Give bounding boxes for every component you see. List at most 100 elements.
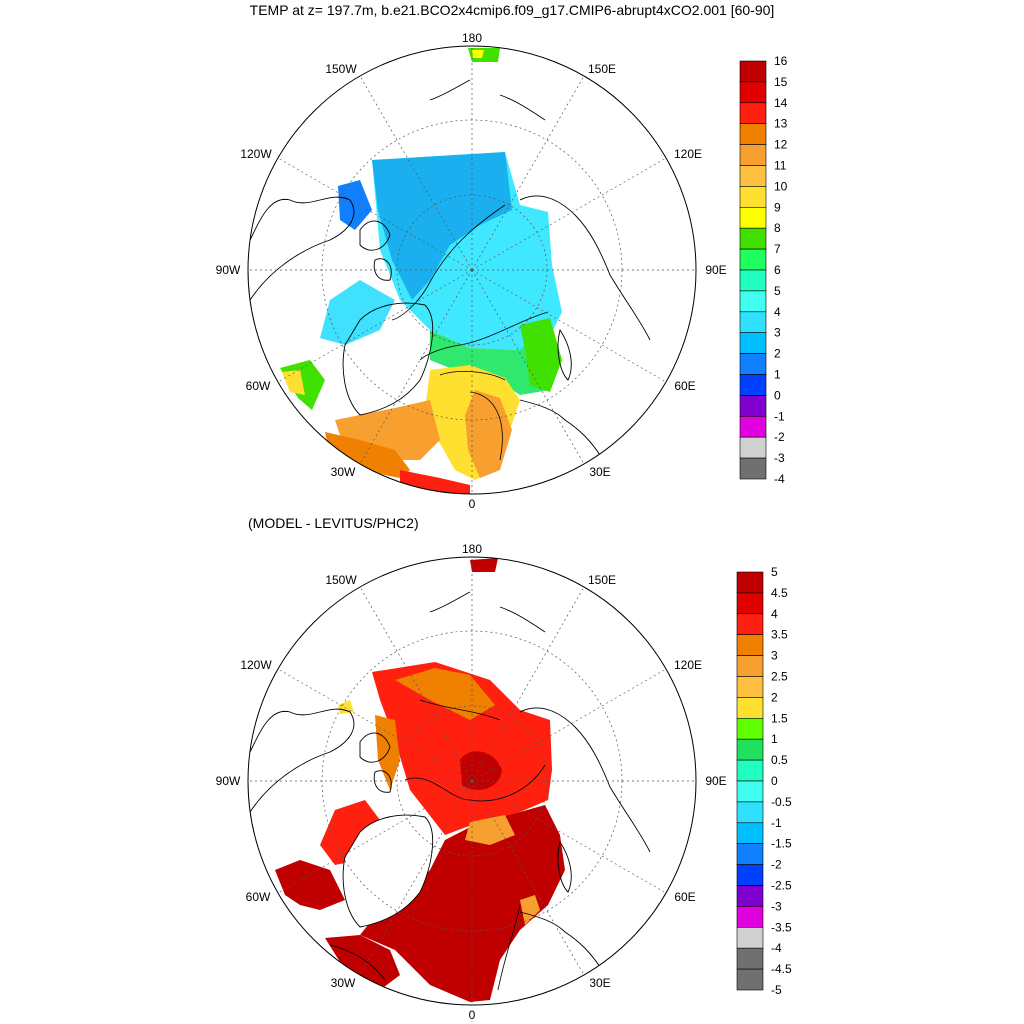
bottom-coast-north-america: [249, 708, 355, 813]
top-colorbar-tick-label: 5: [774, 284, 781, 298]
top-colorbar-swatch: [739, 374, 767, 396]
bottom-colorbar-tick-label: -1: [771, 816, 782, 830]
bottom-colorbar-swatch: [736, 759, 764, 782]
top-colorbar-swatch: [739, 123, 767, 145]
bottom-graticule: [248, 557, 696, 1005]
bottom-colorbar-swatch: [736, 885, 764, 907]
top-lon-120e: 120E: [674, 147, 702, 161]
bottom-lon-90w: 90W: [216, 774, 241, 788]
bottom-panel-subtitle: (MODEL - LEVITUS/PHC2): [248, 515, 419, 531]
top-contour-2: [419, 311, 549, 361]
bottom-coast-novaya: [557, 840, 572, 893]
top-lon-150w: 150W: [325, 62, 357, 76]
bottom-colorbar-swatch: [736, 613, 764, 635]
bottom-colorbar-tick-label: 1: [771, 732, 778, 746]
bottom-field-iceland-contours: [329, 944, 386, 981]
top-temperature-field: [280, 48, 562, 494]
top-lon-150e: 150E: [588, 62, 616, 76]
top-longitude-labels: 180 150E 120E 90E 60E 30E 0 30W 60W 90W …: [216, 31, 727, 511]
top-field-labrador-core: [282, 370, 305, 395]
top-colorbar-swatch: [739, 353, 767, 375]
bottom-colorbar-swatch: [736, 926, 764, 949]
top-colorbar-swatch: [739, 415, 767, 438]
top-lon-90w: 90W: [216, 263, 241, 277]
bottom-colorbar-tick-label: -0.5: [771, 795, 792, 809]
top-contour-3: [439, 371, 506, 381]
bottom-lon-180: 180: [462, 542, 482, 556]
bottom-field-basin: [372, 662, 552, 835]
top-coast-north-america: [249, 196, 355, 301]
bottom-colorbar-swatch: [736, 592, 764, 615]
top-field-barents-band: [430, 322, 560, 395]
bottom-colorbar-swatch: [736, 864, 764, 886]
bottom-colorbar-swatch: [736, 676, 764, 698]
top-graticule: [248, 46, 696, 494]
top-field-baffin: [320, 280, 395, 345]
bottom-field-scandi-edge: [520, 895, 540, 925]
top-colorbar-swatch: [739, 457, 767, 480]
bottom-lon-120e: 120E: [674, 658, 702, 672]
top-colorbar-tick-label: 4: [774, 305, 781, 319]
top-lon-0: 0: [469, 497, 476, 511]
bottom-colorbar-tick-label: 1.5: [771, 711, 788, 725]
bottom-lon-60w: 60W: [246, 890, 271, 904]
top-colorbar-tick-label: 11: [774, 159, 787, 173]
bottom-lon-30w: 30W: [331, 976, 356, 990]
bottom-colorbar-tick-label: 4: [771, 607, 778, 621]
bottom-lon-90e: 90E: [705, 774, 726, 788]
top-colorbar-tick-label: 12: [774, 138, 788, 152]
bottom-contour-3: [497, 904, 521, 991]
bottom-field-bering: [470, 558, 498, 572]
top-polar-map: 180 150E 120E 90E 60E 30E 0 30W 60W 90W …: [216, 31, 788, 511]
top-colorbar-swatch: [739, 436, 767, 459]
top-colorbar-swatch: [739, 102, 767, 125]
top-colorbar-tick-label: 7: [774, 242, 781, 256]
bottom-colorbar-tick-label: 0: [771, 774, 778, 788]
bottom-colorbar-swatch: [736, 697, 764, 719]
bottom-lon-150e: 150E: [588, 573, 616, 587]
top-colorbar-tick-label: 8: [774, 221, 781, 235]
bottom-colorbar-swatch: [736, 738, 764, 761]
top-coast-scandinavia: [519, 399, 641, 491]
bottom-field-labrador: [275, 860, 345, 910]
top-field-baffin-blue: [338, 180, 372, 230]
top-colorbar-swatch: [739, 186, 767, 208]
top-colorbar-tick-label: 0: [774, 388, 781, 402]
top-colorbar-tick-label: -1: [774, 409, 785, 423]
bottom-colorbar: 5 4.5 4 3.5 3 2.5 2 1.5 1 0.5 0 -0.5 -1 -1.5 -2 -2.5 -3 -…: [736, 565, 792, 997]
bottom-coast-greenland: [342, 814, 434, 928]
bottom-coastlines: [249, 591, 651, 1003]
top-colorbar-swatch: [739, 290, 767, 313]
top-colorbar-tick-label: -2: [774, 430, 785, 444]
bottom-lon-120w: 120W: [240, 658, 272, 672]
bottom-field-barents-orange: [465, 815, 515, 845]
bottom-lon-0: 0: [469, 1008, 476, 1022]
top-field-iceland-orange: [325, 432, 410, 478]
top-colorbar-tick-label: 14: [774, 96, 788, 110]
bottom-field-archipelago-yellow: [338, 700, 354, 714]
bottom-lon-60e: 60E: [674, 890, 695, 904]
top-contour-4: [469, 391, 503, 461]
bottom-contour-1: [419, 699, 501, 721]
bottom-contour-2: [404, 764, 546, 802]
top-lon-30e: 30E: [589, 465, 610, 479]
bottom-colorbar-swatch: [736, 801, 764, 824]
top-colorbar-tick-label: 10: [774, 179, 788, 193]
bottom-colorbar-tick-label: -4: [771, 941, 782, 955]
bottom-coast-scandinavia: [519, 911, 641, 1003]
bottom-colorbar-swatch: [736, 571, 764, 594]
bottom-colorbar-tick-label: 4.5: [771, 586, 788, 600]
top-contour-1: [391, 204, 506, 321]
top-field-bering-yellow: [472, 50, 484, 58]
top-colorbar-swatch: [739, 60, 767, 83]
top-colorbar-tick-label: 16: [774, 54, 788, 68]
top-colorbar-tick-label: 6: [774, 263, 781, 277]
top-colorbar-tick-label: -3: [774, 451, 785, 465]
bottom-colorbar-swatch: [736, 947, 764, 970]
top-map-border: [247, 45, 697, 495]
bottom-colorbar-tick-label: 3.5: [771, 628, 788, 642]
top-lon-30w: 30W: [331, 465, 356, 479]
bottom-colorbar-tick-label: 5: [771, 565, 778, 579]
bottom-field-orange-lobe: [395, 668, 495, 720]
top-colorbar-swatch: [739, 269, 767, 292]
